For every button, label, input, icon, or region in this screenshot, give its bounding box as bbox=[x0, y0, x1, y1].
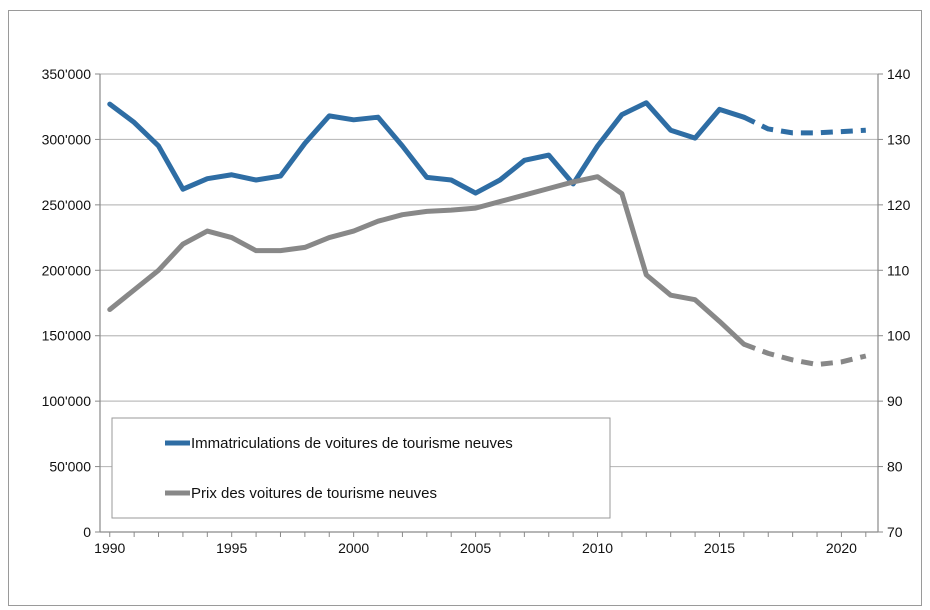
y-left-tick-label: 0 bbox=[83, 524, 91, 540]
series-prix-projection-line bbox=[742, 341, 867, 368]
y-right-tick-label: 130 bbox=[887, 131, 911, 147]
y-left-tick-label: 50'000 bbox=[49, 459, 91, 475]
y-right-tick-label: 120 bbox=[887, 197, 911, 213]
tick-labels: 0 50'000 100'000 150'000 200'000 250'000 300'0… bbox=[42, 66, 911, 556]
x-tick-label: 2015 bbox=[704, 540, 735, 556]
series-immatriculations-projection-line bbox=[742, 114, 866, 136]
y-left-tick-label: 350'000 bbox=[42, 66, 92, 82]
x-tick-label: 2010 bbox=[582, 540, 613, 556]
y-right-tick-label: 110 bbox=[887, 262, 910, 278]
y-left-tick-label: 150'000 bbox=[42, 328, 92, 344]
y-left-tick-label: 300'000 bbox=[42, 131, 92, 147]
y-right-tick-label: 70 bbox=[887, 524, 903, 540]
legend-label-prix: Prix des voitures de tourisme neuves bbox=[191, 485, 437, 502]
x-tick-label: 1995 bbox=[216, 540, 247, 556]
series-lines bbox=[107, 100, 867, 368]
series-immatriculations-line bbox=[107, 100, 747, 196]
x-tick-label: 2020 bbox=[826, 540, 857, 556]
y-right-tick-label: 90 bbox=[887, 393, 903, 409]
y-left-tick-label: 250'000 bbox=[42, 197, 92, 213]
y-right-tick-label: 140 bbox=[887, 66, 911, 82]
legend-label-immatriculations: Immatriculations de voitures de tourisme… bbox=[191, 435, 513, 452]
series-prix-line bbox=[107, 174, 747, 347]
y-left-tick-label: 200'000 bbox=[42, 262, 92, 278]
axes bbox=[95, 73, 883, 537]
legend: Immatriculations de voitures de tourisme… bbox=[111, 417, 611, 519]
gridlines bbox=[100, 73, 878, 468]
y-left-tick-label: 100'000 bbox=[42, 393, 92, 409]
y-right-tick-label: 100 bbox=[887, 328, 911, 344]
legend-box bbox=[111, 417, 611, 519]
x-tick-label: 2000 bbox=[338, 540, 369, 556]
x-tick-label: 2005 bbox=[460, 540, 491, 556]
y-right-tick-label: 80 bbox=[887, 459, 903, 475]
x-tick-label: 1990 bbox=[94, 540, 125, 556]
